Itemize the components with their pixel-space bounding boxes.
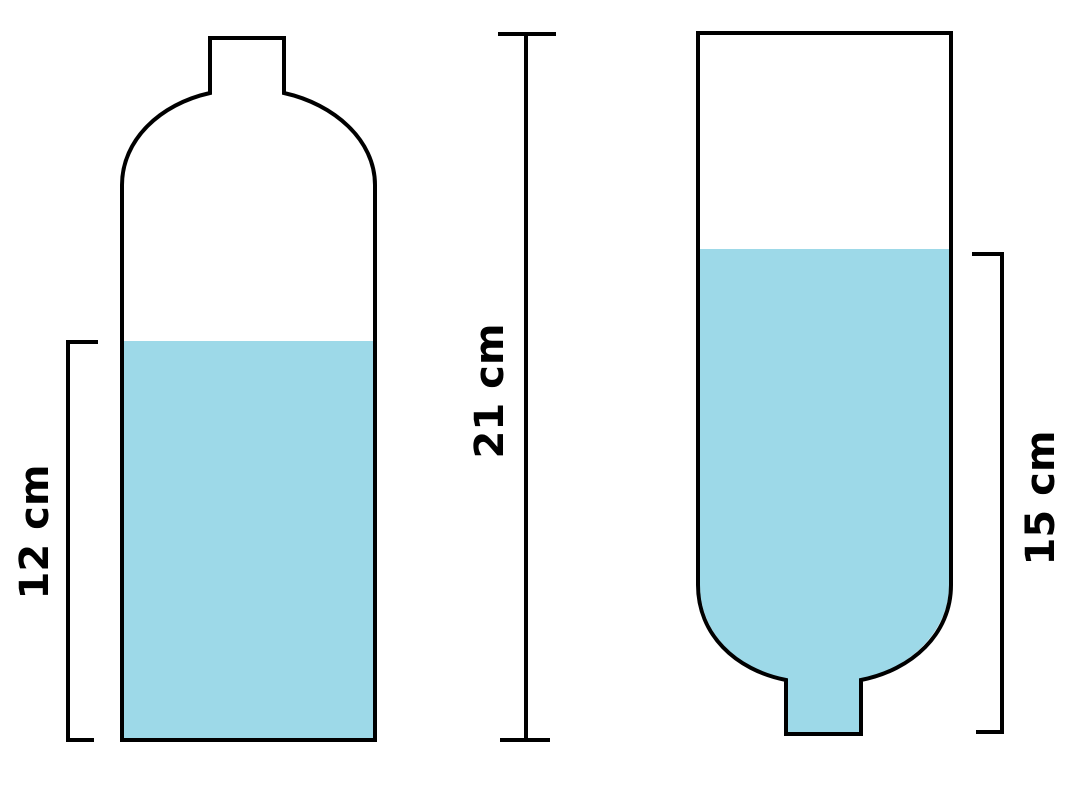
upright-water-height-bracket: [66, 340, 98, 742]
bottle-height-bracket: [498, 32, 556, 742]
upright-water-height-label: 12 cm: [12, 465, 58, 600]
inverted-bottle-water: [700, 249, 949, 734]
bottle-height-label: 21 cm: [467, 324, 513, 459]
upright-bottle-outline: [120, 36, 377, 742]
inverted-water-height-bracket: [972, 252, 1004, 734]
upright-bottle-water: [124, 341, 374, 740]
inverted-water-height-label: 15 cm: [1018, 431, 1064, 566]
inverted-bottle-outline: [696, 31, 953, 736]
